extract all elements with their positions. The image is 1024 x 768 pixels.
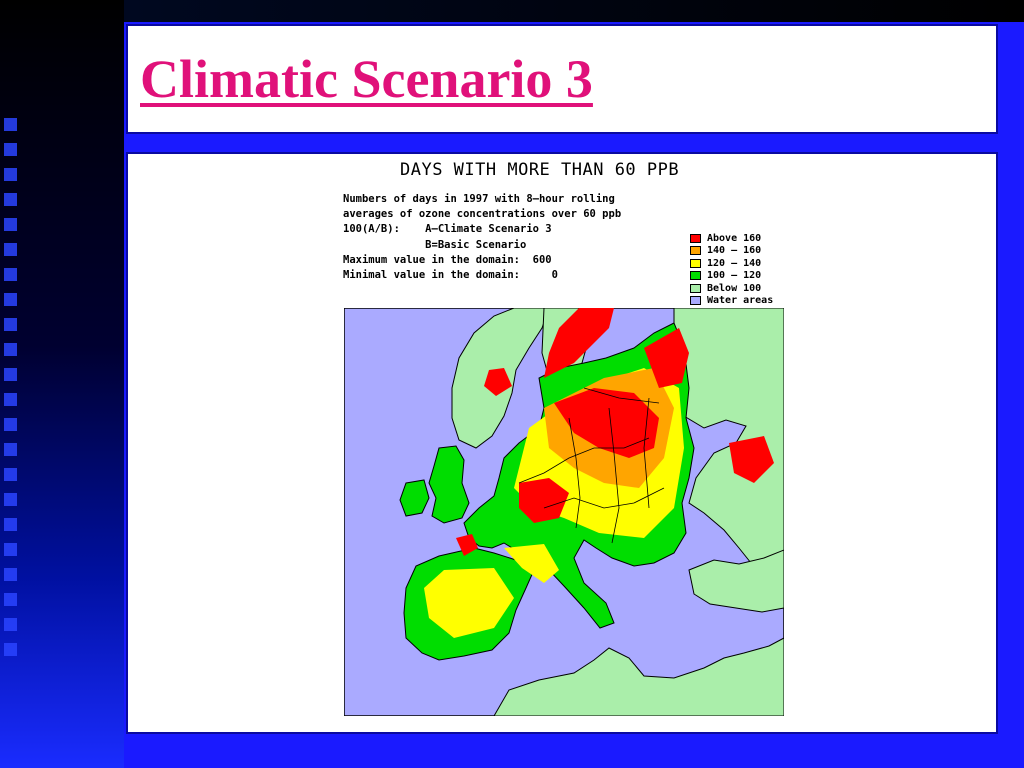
- content-panel: DAYS WITH MORE THAN 60 PPB Numbers of da…: [126, 152, 998, 734]
- description-line: B=Basic Scenario: [343, 238, 527, 251]
- legend-swatch: [690, 296, 701, 306]
- top-decorative-band: [124, 0, 1024, 22]
- legend-swatch: [690, 271, 701, 281]
- legend-label: 140 — 160: [707, 245, 762, 257]
- legend-item: Above 160: [690, 232, 773, 245]
- decorative-squares: [4, 118, 30, 668]
- description-line: Maximum value in the domain: 600: [343, 253, 552, 266]
- map-legend: Above 160 140 — 160 120 — 140 100 — 120 …: [690, 232, 773, 307]
- map-land-britain: [428, 445, 470, 524]
- legend-swatch: [690, 233, 701, 243]
- legend-swatch: [690, 283, 701, 293]
- legend-item: 140 — 160: [690, 245, 773, 258]
- legend-item: 120 — 140: [690, 257, 773, 270]
- legend-item: Water areas: [690, 295, 773, 308]
- left-decorative-band: [0, 0, 124, 768]
- map-title: DAYS WITH MORE THAN 60 PPB: [400, 160, 680, 180]
- map-hotspots: [424, 308, 774, 638]
- description-line: Numbers of days in 1997 with 8—hour roll…: [343, 193, 615, 205]
- legend-swatch: [690, 258, 701, 268]
- title-panel: Climatic Scenario 3: [126, 24, 998, 134]
- legend-item: Below 100: [690, 282, 773, 295]
- description-line: averages of ozone concentrations over 60…: [343, 208, 622, 221]
- legend-item: 100 — 120: [690, 270, 773, 283]
- legend-swatch: [690, 246, 701, 256]
- legend-label: Above 160: [707, 232, 762, 244]
- description-line: 100(A/B): A—Climate Scenario 3: [343, 223, 552, 236]
- map-borders: [518, 387, 665, 544]
- legend-label: Below 100: [707, 282, 762, 294]
- map-description: Numbers of days in 1997 with 8—hour roll…: [343, 192, 673, 283]
- map-land-ireland: [399, 479, 430, 517]
- europe-ozone-map: [344, 308, 784, 716]
- map-land-anatolia: [688, 549, 784, 613]
- legend-label: Water areas: [707, 295, 774, 307]
- slide-title: Climatic Scenario 3: [140, 49, 593, 109]
- map-land-africa: [493, 637, 784, 716]
- description-line: Minimal value in the domain: 0: [343, 269, 558, 282]
- legend-label: 120 — 140: [707, 257, 762, 269]
- legend-label: 100 — 120: [707, 270, 762, 282]
